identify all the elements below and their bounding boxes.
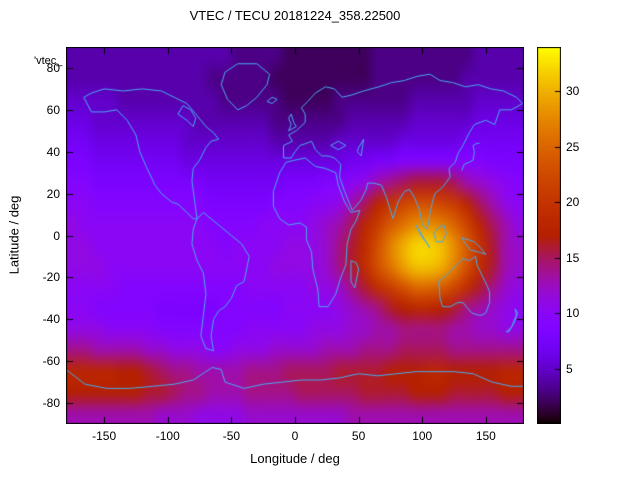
y-axis-title: Latitude / deg <box>6 195 22 275</box>
y-tick-label: -40 <box>42 312 60 327</box>
x-tick-label: -50 <box>222 429 241 443</box>
y-tick-label: -60 <box>42 354 60 369</box>
colorbar-canvas <box>537 47 561 424</box>
colorbar-tick-label: 30 <box>566 84 580 99</box>
colorbar-tick-label: 5 <box>566 361 573 376</box>
y-tick-label: -80 <box>42 396 60 411</box>
colorbar-tick-label: 25 <box>566 139 580 154</box>
y-tick-label: 80 <box>46 60 60 75</box>
chart-title: VTEC / TECU 20181224_358.22500 <box>189 8 401 23</box>
y-tick-label: -20 <box>42 270 60 285</box>
colorbar-tick-label: 10 <box>566 306 580 321</box>
y-tick-label: 20 <box>46 186 60 201</box>
x-tick-label: 150 <box>475 429 496 443</box>
y-tick-label: 40 <box>46 144 60 159</box>
x-tick-label: -100 <box>155 429 180 443</box>
legend-key-label: 'vtec_ <box>34 55 63 67</box>
y-tick-label: 0 <box>53 228 60 243</box>
x-tick-label: 0 <box>291 429 299 443</box>
x-tick-label: 50 <box>351 429 366 443</box>
x-axis-title: Longitude / deg <box>250 451 340 466</box>
x-tick-label: -150 <box>92 429 117 443</box>
colorbar-tick-label: 20 <box>566 195 580 210</box>
y-tick-label: 60 <box>46 102 60 117</box>
heatmap-canvas <box>66 47 524 424</box>
x-tick-label: 100 <box>412 429 433 443</box>
colorbar-tick-label: 15 <box>566 250 580 265</box>
